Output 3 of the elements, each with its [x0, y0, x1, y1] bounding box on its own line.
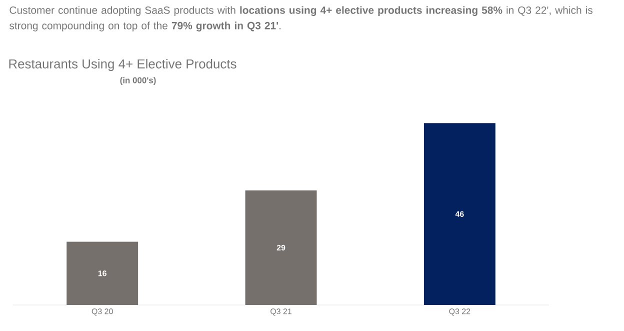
text: Customer continue adopting SaaS products with locations using 4+ elective products increasing 58% in Q3 22', which is strong compounding on top of the 79% growth in Q3 21'.: [10, 6, 592, 32]
chart-title: Restaurants Using 4+ Elective Products: [9, 58, 236, 72]
chart-subtitle: (in 000's): [120, 77, 156, 85]
